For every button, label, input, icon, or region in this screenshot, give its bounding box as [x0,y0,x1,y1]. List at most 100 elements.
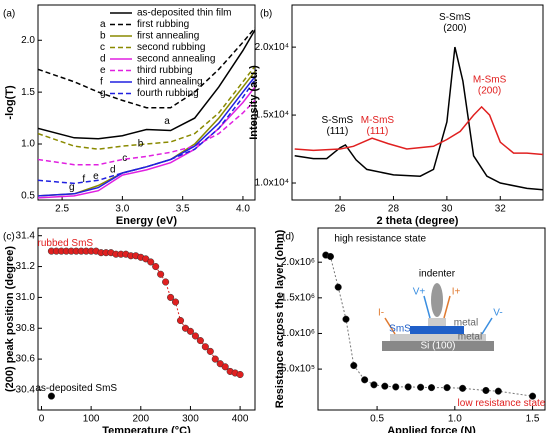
data-point [482,386,490,395]
data-point [404,383,412,391]
data-point [157,270,165,278]
legend-label: as-deposited thin film [137,8,232,19]
wire [481,317,493,335]
wire [443,295,451,319]
y-axis-title: Intensity (a.u.) [248,65,260,140]
x-axis-title: Applied force (N) [387,425,476,433]
series-line [325,254,533,397]
y-tick-label: 31.4 [16,230,36,241]
data-point [201,343,209,351]
y-tick-label: 1.5x10⁴ [255,110,289,121]
y-tick-label: 1.0 [21,139,35,150]
legend-label: third rubbing [137,65,193,76]
annotation: a [164,116,170,127]
inset-label: I- [378,308,384,319]
data-point [370,381,378,389]
plot-frame [37,4,256,201]
data-point [443,384,451,392]
plot-frame [317,227,546,411]
data-point [361,376,369,384]
series-line [51,250,241,375]
y-tick-label: 1.0x10⁴ [255,178,289,189]
sms-layer [410,326,464,334]
inset-label: metal [458,332,482,343]
legend-tag: d [100,54,106,65]
y-tick-label: 5.0x10⁵ [281,364,315,375]
data-point [350,361,358,370]
data-point [529,392,537,400]
y-tick-label: 1.5 [21,87,35,98]
panel-label: (b) [260,9,272,20]
y-tick-label: 30.4 [16,385,36,396]
x-tick-label: 3.5 [176,204,190,215]
y-axis-title: (200) peak position (degree) [4,246,16,392]
series-line [38,29,255,140]
y-tick-label: 2.0x10⁶ [281,257,315,268]
annotation: rubbed SmS [38,238,94,249]
data-point [152,263,160,271]
annotation: (111) [367,126,389,137]
legend-tag: c [100,42,105,53]
legend-label: third annealing [137,77,203,88]
y-tick-label: 30.6 [16,354,36,365]
data-point [176,316,185,325]
panel-label: (c) [3,232,15,243]
data-point [171,298,180,306]
x-tick-label: 200 [132,414,149,425]
x-tick-label: 100 [83,414,100,425]
data-point [191,332,199,340]
y-tick-label: 2.0x10⁴ [255,42,289,53]
data-point [47,392,55,400]
data-point [206,347,214,355]
x-tick-label: 32 [495,204,507,215]
annotation: M-SmS [473,74,507,85]
y-tick-label: 1.0x10⁶ [281,328,315,339]
data-point [342,315,350,323]
legend-label: second annealing [137,54,215,65]
annotation: (200) [443,23,466,34]
y-axis-title: Resistance across the layer (ohm) [274,229,286,408]
x-tick-label: 3.0 [115,204,129,215]
x-axis-title: 2 theta (degree) [377,215,459,227]
data-point [459,384,467,392]
annotation: (111) [326,126,348,137]
legend-label: second rubbing [137,42,205,53]
inset-label: V- [493,308,502,319]
wire [384,317,396,335]
legend-tag: b [100,31,106,42]
data-point [236,370,244,379]
legend-label: fourth rubbing [137,88,199,99]
data-point [427,384,436,392]
inset-label: indenter [419,269,456,280]
annotation: b [138,139,144,150]
annotation: (200) [478,85,501,96]
panel-label: (d) [282,232,294,243]
data-point [334,283,342,291]
data-point [211,355,219,363]
plot-frame [37,227,256,411]
y-tick-label: 0.5 [21,190,35,201]
panel-label: (a) [3,9,15,20]
x-tick-label: 1.0 [448,414,462,425]
bottom-metal [390,334,486,341]
x-tick-label: 0 [39,414,45,425]
plot-frame [291,4,544,201]
data-point [417,383,425,391]
annotation: g [69,182,75,193]
x-tick-label: 26 [335,204,347,215]
si-substrate [382,341,494,351]
x-tick-label: 4.0 [236,204,250,215]
series-line [294,105,543,156]
annotation: e [93,171,99,182]
x-tick-label: 2.5 [55,204,69,215]
data-point [381,382,389,390]
x-tick-label: 400 [232,414,249,425]
x-tick-label: 28 [388,204,400,215]
inset-label: Si (100) [420,341,455,352]
inset-label: I+ [452,287,461,298]
inset-label: metal [454,318,478,329]
series-line [38,79,255,185]
legend-tag: f [100,77,103,88]
annotation: high resistance state [334,233,426,244]
